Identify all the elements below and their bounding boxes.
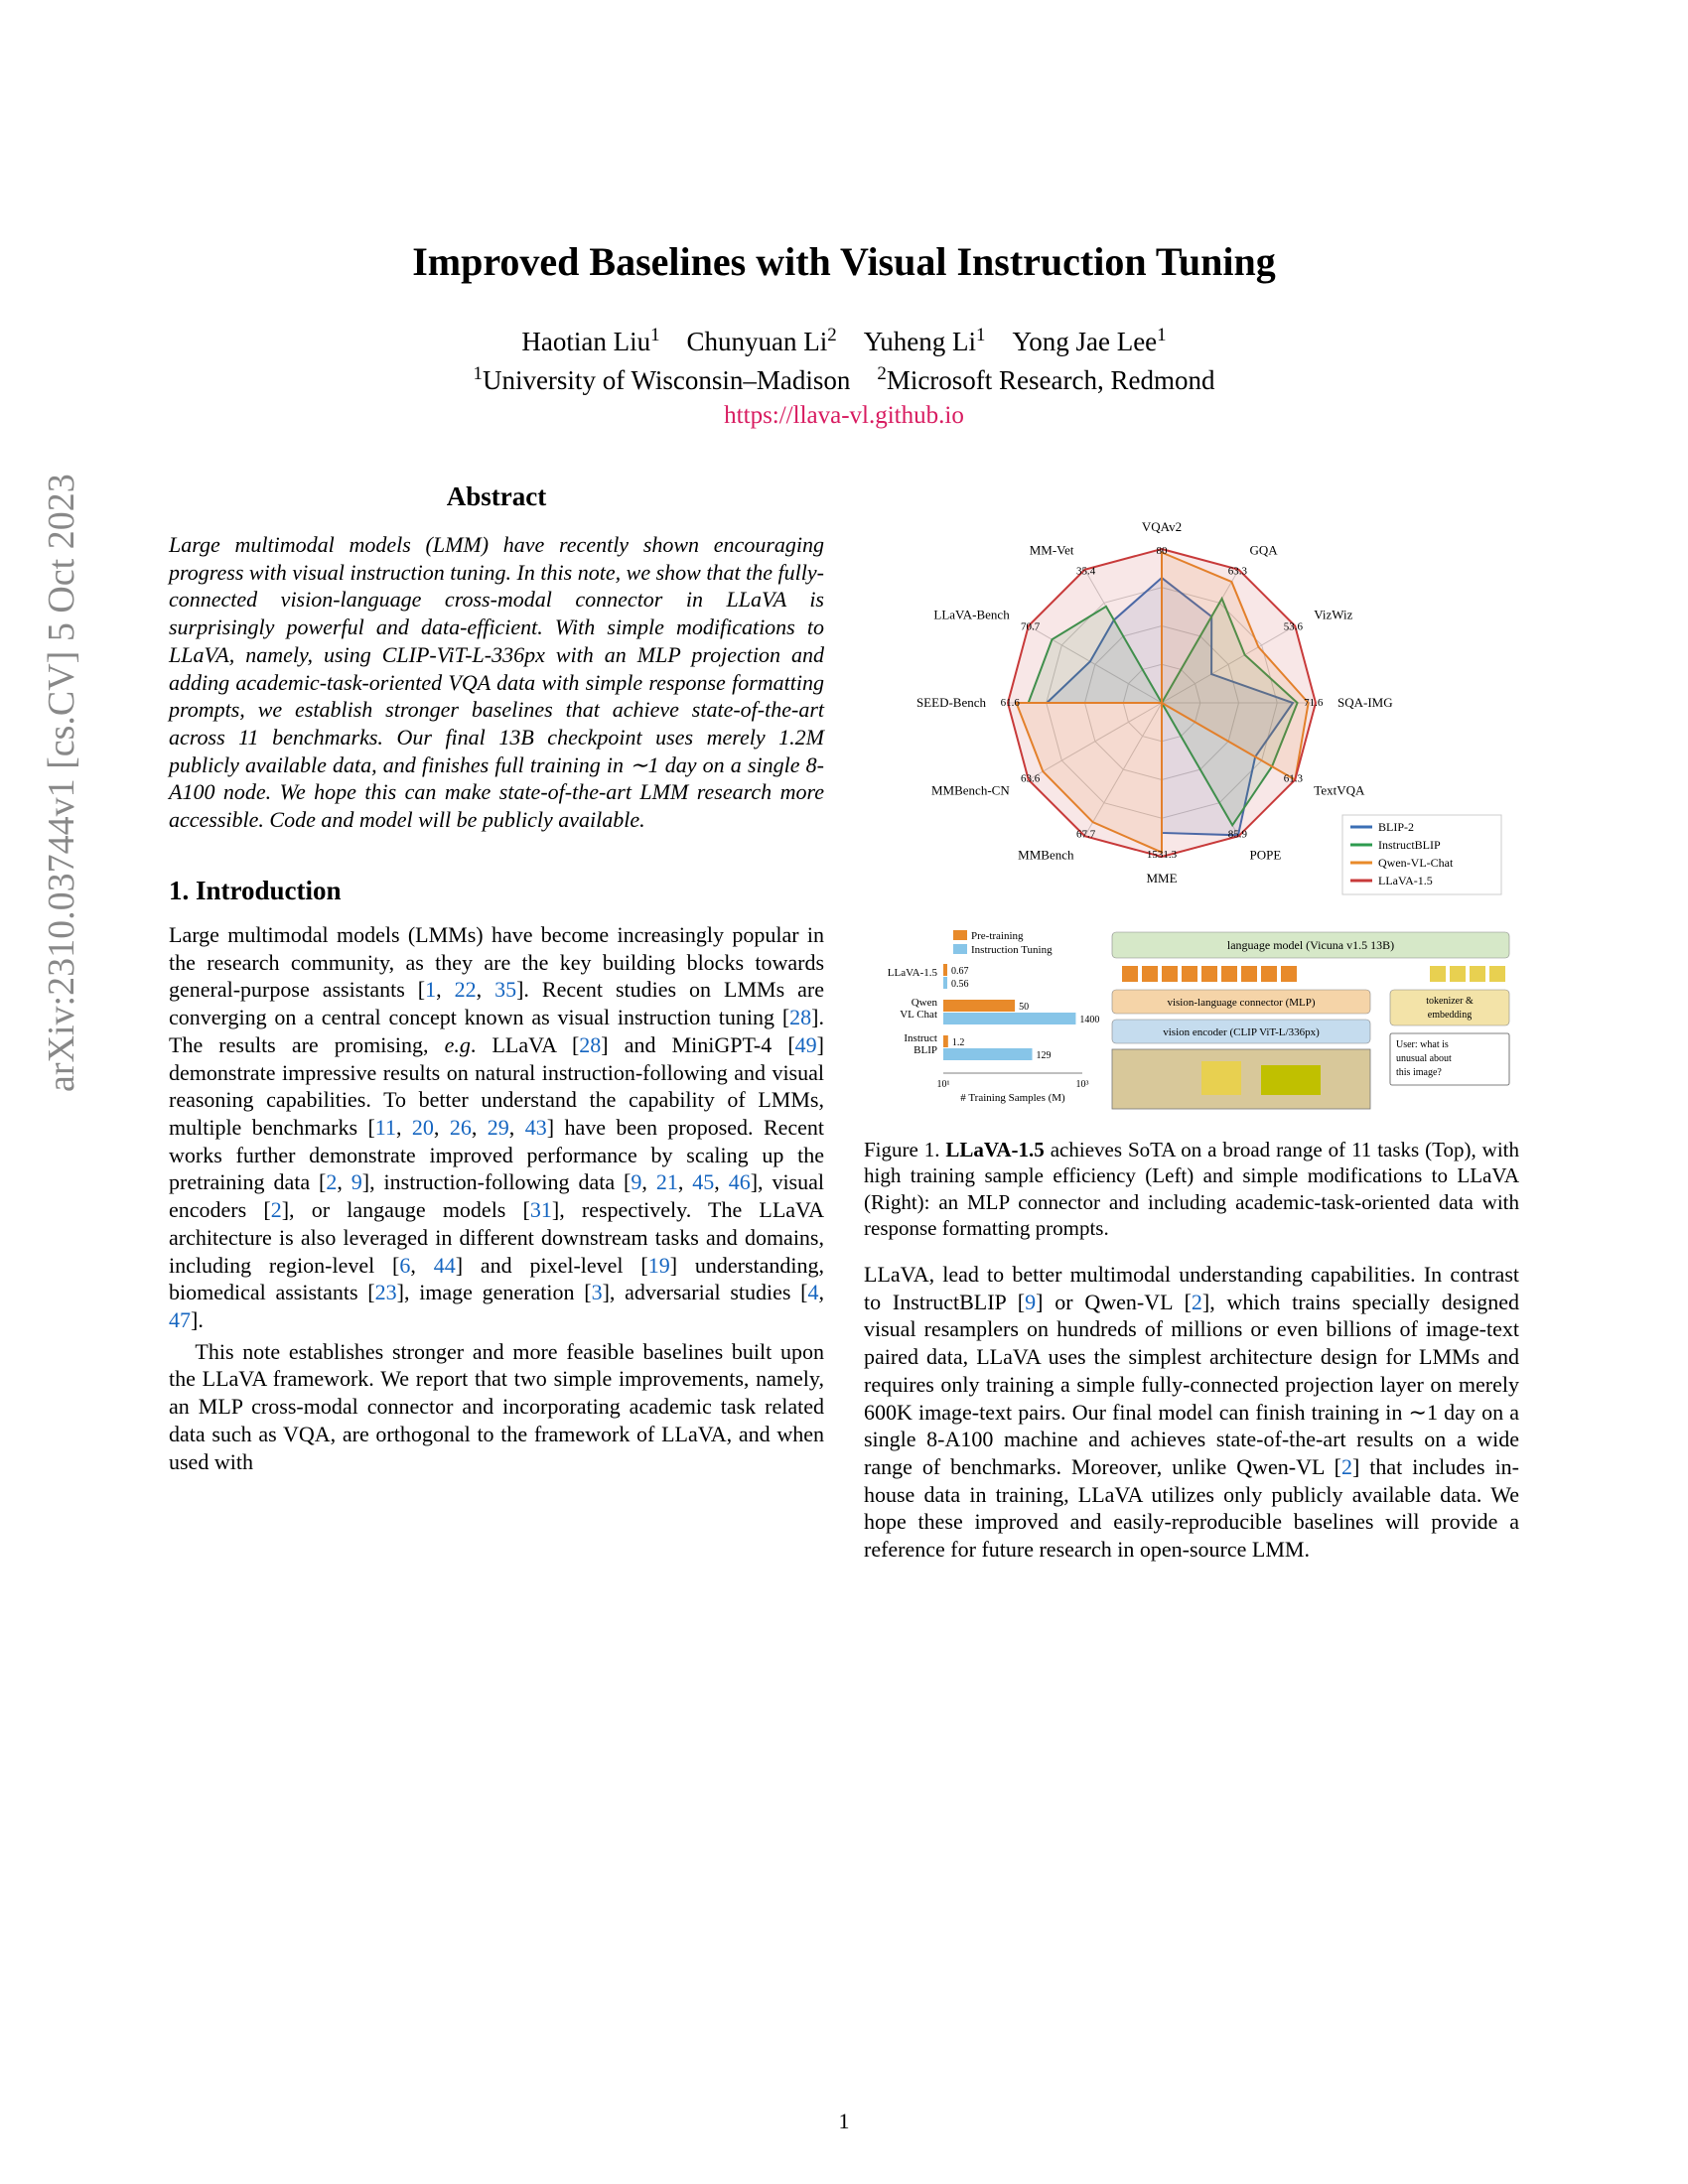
project-link[interactable]: https://llava-vl.github.io xyxy=(169,402,1519,430)
svg-text:0.67: 0.67 xyxy=(951,966,969,977)
svg-text:MMBench: MMBench xyxy=(1018,847,1074,862)
section-1-heading: 1. Introduction xyxy=(169,874,824,907)
svg-text:Pre-training: Pre-training xyxy=(971,930,1024,942)
svg-text:# Training Samples (M): # Training Samples (M) xyxy=(960,1092,1065,1104)
svg-text:61.3: 61.3 xyxy=(1284,772,1304,784)
svg-text:1.2: 1.2 xyxy=(952,1037,965,1048)
svg-text:10¹: 10¹ xyxy=(937,1079,950,1090)
page-number: 1 xyxy=(0,2109,1688,2134)
svg-text:1531.3: 1531.3 xyxy=(1147,849,1178,861)
svg-text:VL Chat: VL Chat xyxy=(900,1009,937,1021)
authors: Haotian Liu1 Chunyuan Li2 Yuheng Li1 Yon… xyxy=(169,325,1519,357)
svg-text:BLIP: BLIP xyxy=(914,1044,937,1056)
architecture-diagram: Pre-training Instruction Tuning LLaVA-1.5 0… xyxy=(864,926,1519,1125)
svg-text:LLaVA-Bench: LLaVA-Bench xyxy=(933,608,1010,622)
svg-text:Qwen-VL-Chat: Qwen-VL-Chat xyxy=(1378,856,1454,870)
svg-text:this image?: this image? xyxy=(1396,1067,1442,1078)
svg-text:35.4: 35.4 xyxy=(1076,566,1096,578)
svg-text:MM-Vet: MM-Vet xyxy=(1030,543,1074,558)
intro-paragraph-1: Large multimodal models (LMMs) have beco… xyxy=(169,921,824,1334)
svg-text:MMBench-CN: MMBench-CN xyxy=(931,783,1010,798)
svg-text:10³: 10³ xyxy=(1076,1079,1089,1090)
svg-text:63.6: 63.6 xyxy=(1021,772,1041,784)
svg-text:InstructBLIP: InstructBLIP xyxy=(1378,838,1441,852)
right-column-paragraph: LLaVA, lead to better multimodal underst… xyxy=(864,1261,1519,1564)
figure-1-caption: Figure 1. LLaVA-1.5 achieves SoTA on a b… xyxy=(864,1137,1519,1241)
svg-text:LLaVA-1.5: LLaVA-1.5 xyxy=(888,967,938,979)
svg-text:70.7: 70.7 xyxy=(1021,621,1041,633)
svg-text:80: 80 xyxy=(1157,545,1169,557)
svg-text:61.6: 61.6 xyxy=(1001,697,1021,709)
svg-text:VizWiz: VizWiz xyxy=(1314,608,1352,622)
abstract-text: Large multimodal models (LMM) have recen… xyxy=(169,531,824,834)
svg-text:71.6: 71.6 xyxy=(1304,697,1324,709)
svg-text:50: 50 xyxy=(1019,1002,1029,1013)
svg-text:SQA-IMG: SQA-IMG xyxy=(1337,695,1393,710)
svg-text:language model (Vicuna v1.5 13: language model (Vicuna v1.5 13B) xyxy=(1227,938,1394,952)
svg-text:embedding: embedding xyxy=(1428,1010,1472,1021)
left-column: Abstract Large multimodal models (LMM) h… xyxy=(169,479,824,1568)
svg-text:LLaVA-1.5: LLaVA-1.5 xyxy=(1378,874,1433,887)
svg-text:TextVQA: TextVQA xyxy=(1314,783,1365,798)
paper-title: Improved Baselines with Visual Instructi… xyxy=(169,238,1519,285)
svg-text:MME: MME xyxy=(1146,871,1177,886)
svg-text:unusual about: unusual about xyxy=(1396,1053,1452,1064)
svg-text:User: what is: User: what is xyxy=(1396,1039,1449,1050)
svg-text:VQAv2: VQAv2 xyxy=(1142,519,1182,534)
svg-text:67.7: 67.7 xyxy=(1076,828,1096,840)
figure-1: VQAv2 GQA VizWiz SQA-IMG TextVQA POPE MME MMBen… xyxy=(864,479,1519,1241)
page-content: Improved Baselines with Visual Instructi… xyxy=(169,238,1519,1568)
svg-text:Instruction Tuning: Instruction Tuning xyxy=(971,944,1053,956)
affiliations: 1University of Wisconsin–Madison 2Micros… xyxy=(169,363,1519,396)
svg-text:0.56: 0.56 xyxy=(951,979,969,990)
svg-text:Qwen: Qwen xyxy=(912,997,938,1009)
svg-text:BLIP-2: BLIP-2 xyxy=(1378,820,1414,834)
svg-text:tokenizer &: tokenizer & xyxy=(1426,996,1474,1007)
svg-text:Instruct: Instruct xyxy=(904,1032,937,1044)
svg-text:vision encoder (CLIP ViT-L/336: vision encoder (CLIP ViT-L/336px) xyxy=(1163,1026,1320,1038)
svg-text:1400: 1400 xyxy=(1079,1015,1099,1025)
abstract-heading: Abstract xyxy=(169,479,824,513)
radar-chart: VQAv2 GQA VizWiz SQA-IMG TextVQA POPE MME MMBen… xyxy=(864,479,1519,916)
svg-text:129: 129 xyxy=(1037,1050,1052,1061)
svg-text:85.9: 85.9 xyxy=(1228,828,1248,840)
arxiv-stamp: arXiv:2310.03744v1 [cs.CV] 5 Oct 2023 xyxy=(40,474,83,1092)
right-column: VQAv2 GQA VizWiz SQA-IMG TextVQA POPE MME MMBen… xyxy=(864,479,1519,1568)
svg-text:SEED-Bench: SEED-Bench xyxy=(916,695,987,710)
svg-text:GQA: GQA xyxy=(1250,543,1279,558)
svg-text:53.6: 53.6 xyxy=(1284,621,1304,633)
intro-paragraph-2: This note establishes stronger and more … xyxy=(169,1338,824,1476)
svg-text:63.3: 63.3 xyxy=(1228,566,1248,578)
svg-text:vision-language connector (MLP: vision-language connector (MLP) xyxy=(1167,997,1315,1009)
svg-text:POPE: POPE xyxy=(1250,847,1282,862)
